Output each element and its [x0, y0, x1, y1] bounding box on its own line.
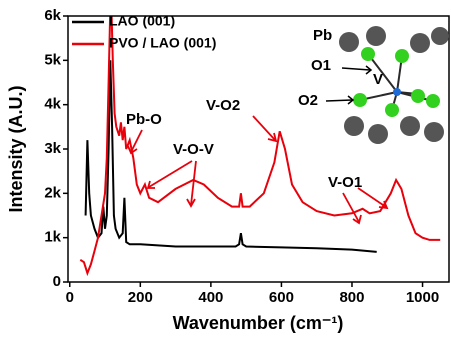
y-axis-label: Intensity (A.U.): [6, 85, 26, 212]
y-tick-label: 3k: [44, 140, 61, 157]
y-tick-label: 2k: [44, 184, 61, 201]
structure-sketch: [339, 26, 449, 144]
x-tick-label: 200: [128, 289, 153, 306]
annotation: Pb-O: [126, 111, 162, 128]
x-tick-label: 1000: [406, 289, 439, 306]
y-tick-label: 6k: [44, 7, 61, 24]
y-tick-label: 0: [53, 273, 61, 290]
legend-label: LAO (001): [109, 13, 175, 29]
page: {"chart_data": {"type": "line", "xlabel"…: [0, 0, 451, 339]
y-tick-label: 4k: [44, 96, 61, 113]
series-line: [86, 60, 377, 252]
annotation: O1: [311, 57, 331, 74]
x-tick-label: 600: [269, 289, 294, 306]
plot-frame: [68, 16, 449, 282]
x-tick-label: 800: [339, 289, 364, 306]
x-tick-label: 400: [198, 289, 223, 306]
y-tick-label: 1k: [44, 229, 61, 246]
x-axis-label: Wavenumber (cm⁻¹): [173, 313, 344, 333]
chart: Wavenumber (cm⁻¹) Intensity (A.U.) LAO (…: [0, 0, 451, 339]
legend-label: PVO / LAO (001): [109, 35, 216, 51]
annotation: V-O2: [206, 97, 240, 114]
annotation: Pb: [313, 27, 332, 44]
annotation: O2: [298, 92, 318, 109]
y-tick-label: 5k: [44, 51, 61, 68]
annotation: V: [373, 71, 383, 88]
annotation: V-O1: [328, 174, 362, 191]
x-tick-label: 0: [66, 289, 74, 306]
annotation: V-O-V: [173, 141, 214, 158]
legend: LAO (001) PVO / LAO (001): [72, 13, 216, 51]
